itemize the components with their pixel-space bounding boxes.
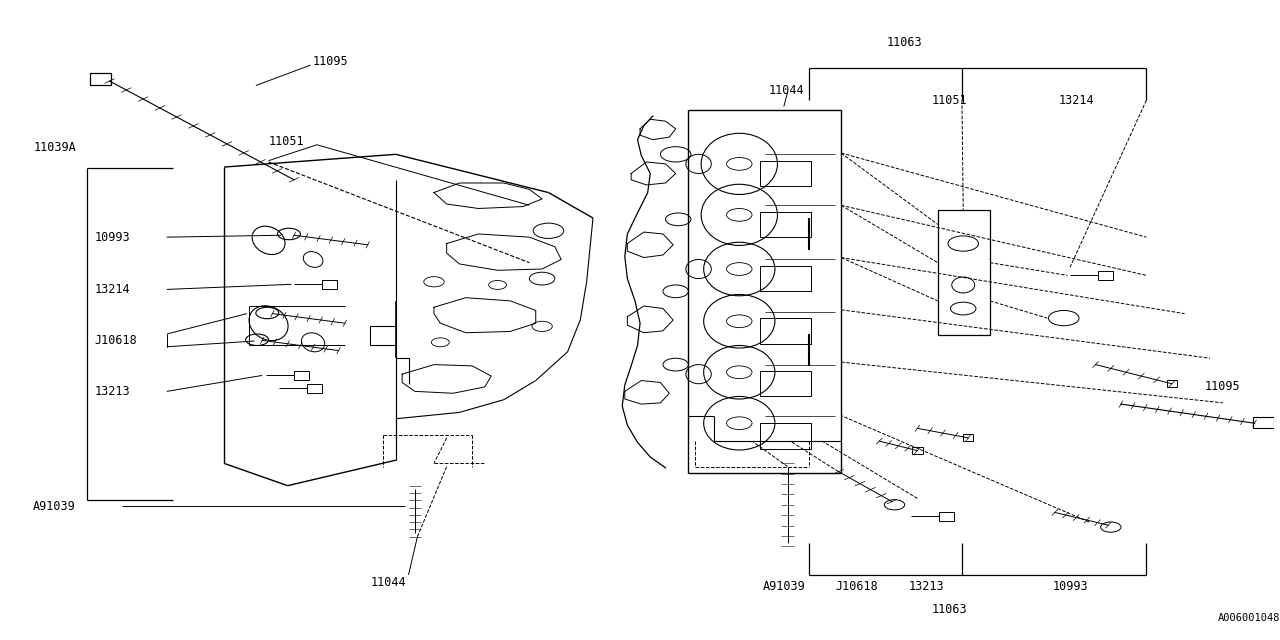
Text: 11051: 11051 [269,135,305,148]
Text: 13214: 13214 [1059,93,1094,107]
Bar [759,212,810,237]
Text: A91039: A91039 [763,580,805,593]
Text: 11044: 11044 [370,576,406,589]
Text: A006001048: A006001048 [1217,613,1280,623]
Text: 11095: 11095 [1204,380,1240,394]
Bar [307,384,323,393]
Text: 13213: 13213 [95,385,129,398]
Bar [759,371,810,396]
Bar [91,74,111,85]
Text: 11044: 11044 [768,84,804,97]
Bar [1167,380,1176,387]
Text: 13213: 13213 [909,580,945,593]
Text: A91039: A91039 [33,500,76,513]
Text: 11039A: 11039A [33,141,76,154]
Bar [759,423,810,449]
Text: J10618: J10618 [835,580,878,593]
Bar [323,280,337,289]
Bar [759,318,810,344]
Text: 11063: 11063 [887,36,923,49]
Text: 13214: 13214 [95,283,129,296]
Text: 11095: 11095 [314,56,348,68]
Text: 10993: 10993 [1052,580,1088,593]
Text: 10993: 10993 [95,230,129,244]
Bar [938,211,989,335]
Text: 11063: 11063 [932,604,966,616]
Text: J10618: J10618 [95,334,137,347]
Bar [1098,271,1114,280]
Bar [913,447,923,454]
Bar [294,371,310,380]
Bar [1253,417,1274,428]
Bar [940,512,955,521]
Bar [964,435,973,442]
Bar [759,266,810,291]
Bar [759,161,810,186]
Text: 11051: 11051 [932,93,966,107]
